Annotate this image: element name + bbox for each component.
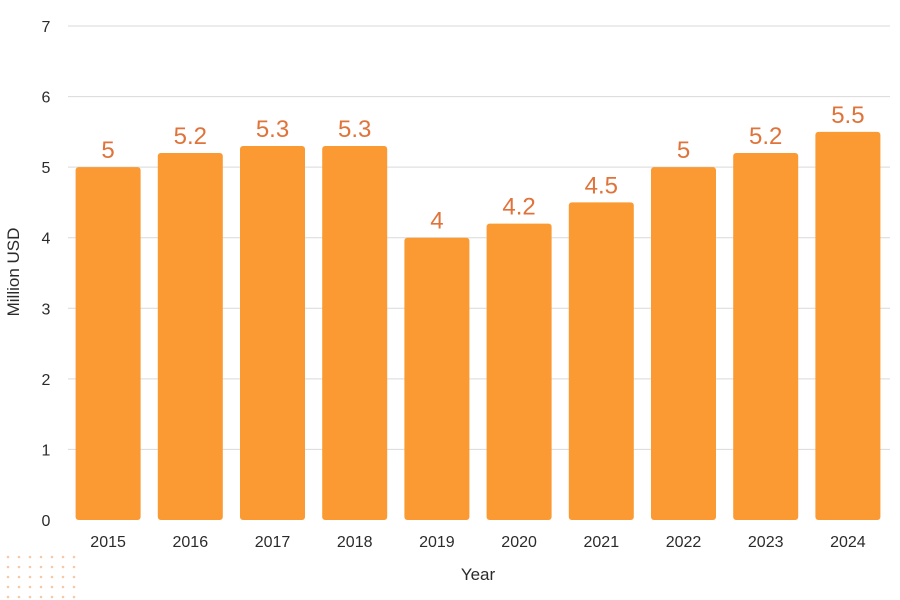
y-tick-label: 7 [42, 19, 51, 36]
decorative-dot [6, 565, 10, 569]
x-tick-label: 2019 [419, 534, 455, 551]
bar-2020 [486, 223, 552, 520]
x-tick-label: 2020 [501, 534, 537, 551]
bar-2024 [815, 131, 881, 520]
decorative-dot [17, 575, 21, 579]
decorative-dot [50, 565, 54, 569]
bar-2016 [157, 153, 223, 520]
x-axis-ticks: 2015 2016 2017 2018 2019 2020 2021 2022 2023 2024 [90, 534, 865, 551]
decorative-dot [72, 565, 76, 569]
decorative-dot [28, 575, 32, 579]
bar-2022 [651, 167, 716, 520]
decorative-dot [39, 565, 43, 569]
decorative-dot [50, 585, 54, 589]
decorative-dot [17, 565, 21, 569]
decorative-dot [28, 565, 32, 569]
decorative-dot [50, 575, 54, 579]
decorative-dot [50, 595, 54, 599]
x-tick-label: 2024 [830, 534, 866, 551]
decorative-dot [28, 595, 32, 599]
data-label-2024: 5.5 [831, 102, 864, 129]
y-tick-label: 0 [42, 513, 51, 530]
x-tick-label: 2023 [748, 534, 784, 551]
decorative-dot [39, 595, 43, 599]
decorative-dot [61, 565, 65, 569]
decorative-dot [72, 575, 76, 579]
y-axis-ticks: 0 1 2 3 4 5 6 7 [42, 19, 51, 530]
decorative-dot [61, 595, 65, 599]
decorative-dot [72, 555, 76, 559]
y-tick-label: 5 [42, 160, 51, 177]
bar-2018 [322, 145, 388, 520]
x-tick-label: 2018 [337, 534, 373, 551]
decorative-dot [6, 555, 10, 559]
x-tick-label: 2016 [173, 534, 209, 551]
decorative-dot [6, 585, 10, 589]
decorative-dot [61, 575, 65, 579]
decorative-dot [61, 585, 65, 589]
bars [75, 131, 881, 520]
decorative-dot [17, 585, 21, 589]
x-tick-label: 2015 [90, 534, 126, 551]
decorative-dot [28, 555, 32, 559]
y-tick-label: 2 [42, 372, 51, 389]
decorative-dot [28, 585, 32, 589]
x-tick-label: 2022 [666, 534, 702, 551]
data-label-2016: 5.2 [174, 123, 207, 150]
y-tick-label: 6 [42, 90, 51, 107]
bar-2019 [404, 237, 470, 520]
decorative-dot [39, 575, 43, 579]
data-label-2015: 5 [101, 137, 114, 164]
decorative-dot [39, 585, 43, 589]
decorative-dot [72, 595, 76, 599]
y-tick-label: 3 [42, 301, 51, 318]
data-label-2022: 5 [677, 137, 690, 164]
data-label-2020: 4.2 [502, 194, 535, 221]
data-label-2017: 5.3 [256, 116, 289, 143]
y-tick-label: 4 [42, 231, 51, 248]
decorative-dot [6, 575, 10, 579]
bar-2015 [75, 167, 141, 520]
bar-2017 [240, 145, 305, 520]
x-tick-label: 2021 [584, 534, 620, 551]
decorative-dot [50, 555, 54, 559]
decorative-dot [17, 555, 21, 559]
y-tick-label: 1 [42, 442, 51, 459]
decorative-dot [61, 555, 65, 559]
x-tick-label: 2017 [255, 534, 291, 551]
decorative-dot-pattern [6, 555, 76, 599]
y-axis-title: Million USD [4, 228, 23, 317]
decorative-dot [39, 555, 43, 559]
data-label-2023: 5.2 [749, 123, 782, 150]
x-axis-title: Year [461, 565, 496, 584]
bar-2023 [733, 153, 799, 520]
data-label-2018: 5.3 [338, 116, 371, 143]
decorative-dot [17, 595, 21, 599]
data-label-2019: 4 [430, 208, 443, 235]
data-labels: 5 5.2 5.3 5.3 4 4.2 4.5 5 5.2 5.5 [101, 102, 864, 235]
decorative-dot [6, 595, 10, 599]
data-label-2021: 4.5 [585, 172, 618, 199]
bar-2021 [568, 202, 634, 520]
decorative-dot [72, 585, 76, 589]
